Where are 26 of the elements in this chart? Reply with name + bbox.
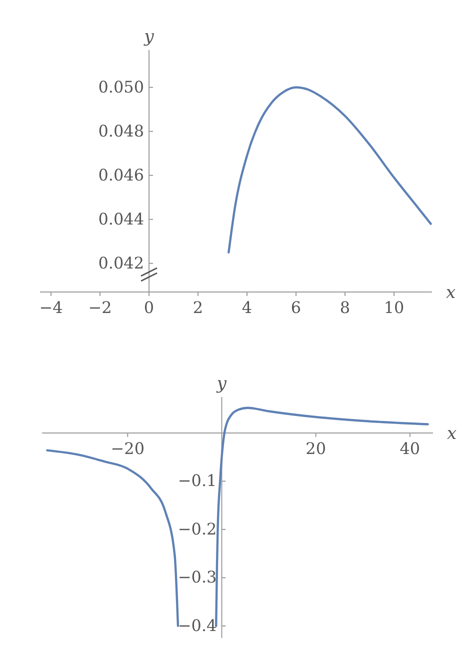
- y-tick-label: 0.050: [98, 77, 144, 96]
- y-tick-label: 0.048: [98, 121, 144, 140]
- y-tick-label: 0.044: [98, 209, 144, 228]
- x-tick-label: −4: [39, 298, 63, 317]
- x-tick-label: 0: [144, 298, 154, 317]
- x-tick-label: 10: [384, 298, 404, 317]
- y-tick-label: −0.3: [178, 568, 217, 587]
- x-tick-label: 6: [290, 298, 302, 317]
- y-tick-label: 0.046: [98, 165, 144, 184]
- x-tick-label: 20: [306, 438, 326, 458]
- y-tick-label: −0.2: [178, 519, 217, 538]
- y-tick-label: 0.042: [98, 253, 144, 272]
- x-tick-label: 4: [242, 298, 252, 317]
- y-tick-label: −0.1: [178, 471, 217, 490]
- x-tick-label: −2: [88, 298, 112, 317]
- x-axis-title: x: [447, 424, 457, 444]
- x-tick-label: −20: [110, 438, 145, 458]
- line-series: [228, 86, 432, 254]
- y-axis-title: y: [143, 27, 154, 47]
- y-tick-label: −0.4: [178, 616, 217, 635]
- y-axis-title: y: [216, 374, 227, 394]
- x-tick-label: 40: [400, 438, 420, 458]
- x-tick-label: 2: [192, 298, 204, 317]
- x-tick-label: 8: [340, 298, 350, 317]
- line-series: [214, 406, 429, 628]
- x-axis-title: x: [446, 283, 456, 303]
